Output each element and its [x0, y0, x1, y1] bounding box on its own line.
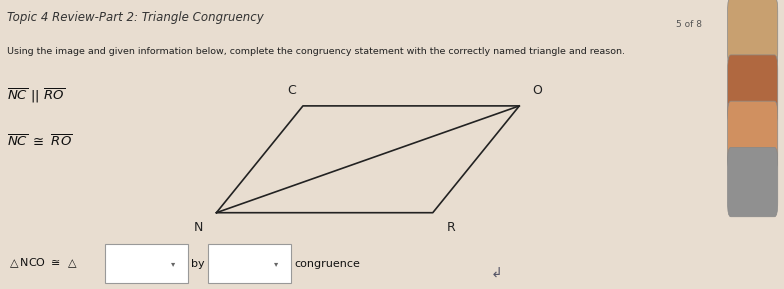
- FancyBboxPatch shape: [728, 101, 778, 171]
- Text: 5 of 8: 5 of 8: [676, 20, 702, 29]
- Text: congruence: congruence: [294, 259, 360, 268]
- Text: ▾: ▾: [274, 259, 278, 268]
- Text: R: R: [446, 221, 456, 234]
- Text: O: O: [532, 84, 543, 97]
- Text: Using the image and given information below, complete the congruency statement w: Using the image and given information be…: [7, 47, 625, 56]
- FancyBboxPatch shape: [104, 244, 187, 283]
- FancyBboxPatch shape: [728, 55, 778, 124]
- Text: C: C: [288, 84, 296, 97]
- Text: $\triangle$NCO $\cong$ $\triangle$: $\triangle$NCO $\cong$ $\triangle$: [7, 257, 78, 270]
- Text: $\overline{NC}$ || $\overline{RO}$: $\overline{NC}$ || $\overline{RO}$: [7, 87, 65, 105]
- FancyBboxPatch shape: [728, 147, 778, 217]
- Text: by: by: [191, 259, 205, 268]
- Text: ▾: ▾: [171, 259, 176, 268]
- Text: ↲: ↲: [491, 267, 502, 281]
- Text: $\overline{NC}$ $\cong$ $\overline{RO}$: $\overline{NC}$ $\cong$ $\overline{RO}$: [7, 133, 73, 150]
- FancyBboxPatch shape: [728, 0, 778, 66]
- Text: Topic 4 Review-Part 2: Triangle Congruency: Topic 4 Review-Part 2: Triangle Congruen…: [7, 11, 264, 24]
- Text: N: N: [194, 221, 203, 234]
- FancyBboxPatch shape: [208, 244, 291, 283]
